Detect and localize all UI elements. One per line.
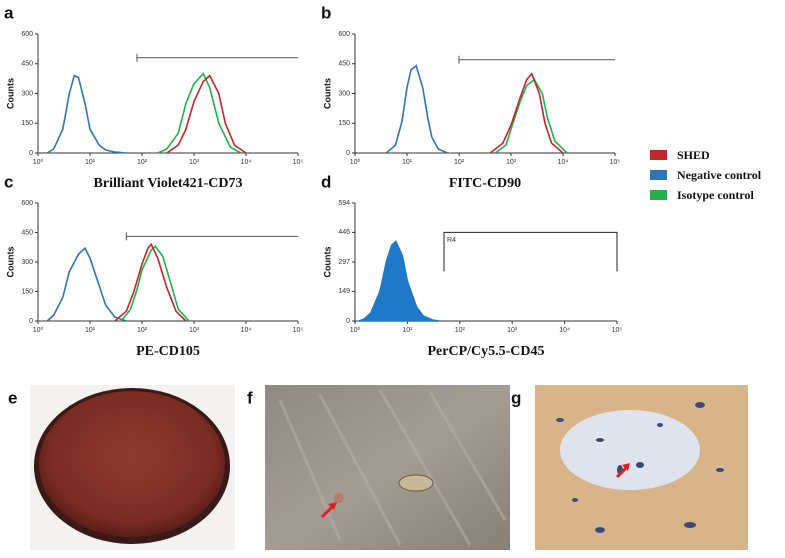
- x-tick-label: 10⁰: [33, 158, 44, 166]
- y-tick-label: 300: [21, 90, 33, 97]
- cell: [398, 474, 434, 492]
- x-axis-label: Brilliant Violet421-CD73: [94, 176, 243, 191]
- y-axis-label: Counts: [322, 78, 332, 109]
- gate: [136, 53, 298, 62]
- x-tick-label: 10⁴: [559, 327, 570, 334]
- histogram-line: [166, 74, 247, 154]
- gate: [125, 232, 298, 241]
- panel-letter: d: [321, 172, 331, 191]
- legend-entry: Isotype control: [677, 188, 754, 202]
- y-tick-label: 450: [21, 61, 33, 68]
- x-tick-label: 10¹: [402, 159, 413, 166]
- y-tick-label: 0: [29, 318, 33, 325]
- x-axis-label: FITC-CD90: [449, 176, 521, 191]
- gate: [458, 55, 615, 64]
- y-tick-label: 450: [21, 229, 33, 236]
- histogram-line: [120, 245, 190, 322]
- y-tick-label: 0: [29, 150, 33, 157]
- x-tick-label: 10⁴: [241, 159, 252, 166]
- x-tick-label: 10¹: [85, 159, 96, 166]
- x-tick-label: 10²: [455, 327, 466, 334]
- panel-letter: e: [8, 388, 17, 407]
- x-tick-label: 10³: [507, 327, 518, 334]
- cell-streaks: [278, 389, 507, 546]
- histogram-line: [157, 72, 242, 154]
- y-tick-label: 150: [21, 288, 33, 295]
- x-tick-label: 10⁰: [33, 326, 44, 334]
- stained-cell: [334, 493, 344, 503]
- y-axis-label: Counts: [5, 247, 15, 278]
- x-axis-label: PerCP/Cy5.5-CD45: [427, 344, 544, 359]
- x-tick-label: 10¹: [85, 327, 96, 334]
- x-tick-label: 10⁵: [293, 327, 304, 334]
- x-tick-label: 10⁰: [350, 158, 361, 166]
- y-tick-label: 150: [21, 120, 33, 127]
- legend-swatch: [650, 170, 667, 180]
- gate: [443, 231, 618, 272]
- histogram-line: [46, 246, 127, 322]
- dish: [39, 391, 225, 537]
- legend-entry: Negative control: [677, 168, 762, 182]
- histogram-line: [385, 64, 448, 154]
- x-tick-label: 10⁰: [350, 326, 361, 334]
- y-tick-label: 300: [21, 259, 33, 266]
- y-tick-label: 297: [338, 259, 350, 266]
- x-tick-label: 10²: [137, 327, 148, 334]
- y-tick-label: 600: [21, 31, 33, 38]
- arrow: [615, 465, 629, 479]
- panel-letter: c: [4, 172, 13, 191]
- arrow-head: [328, 502, 337, 510]
- y-tick-label: 450: [338, 61, 350, 68]
- legend-swatch: [650, 190, 667, 200]
- y-tick-label: 600: [338, 31, 350, 38]
- histogram-line: [494, 78, 568, 154]
- histogram-line: [489, 72, 564, 154]
- y-tick-label: 149: [338, 288, 350, 295]
- x-tick-label: 10¹: [402, 327, 413, 334]
- y-tick-label: 446: [338, 229, 350, 236]
- panel-letter: a: [4, 3, 14, 22]
- y-tick-label: 0: [346, 318, 350, 325]
- x-axis-label: PE-CD105: [136, 344, 200, 359]
- y-tick-label: 300: [338, 90, 350, 97]
- x-tick-label: 10⁴: [241, 327, 252, 334]
- x-tick-label: 10²: [454, 159, 465, 166]
- nuclei: [556, 402, 724, 533]
- x-tick-label: 10³: [189, 327, 200, 334]
- x-tick-label: 10⁵: [612, 327, 623, 334]
- y-tick-label: 600: [21, 200, 33, 207]
- legend-entry: SHED: [677, 148, 710, 162]
- x-tick-label: 10²: [137, 159, 148, 166]
- y-tick-label: 0: [346, 150, 350, 157]
- panel-letter: g: [511, 388, 521, 407]
- x-tick-label: 10⁴: [558, 159, 569, 166]
- y-tick-label: 150: [338, 120, 350, 127]
- panel-letter: f: [247, 388, 253, 407]
- panel-letter: b: [321, 3, 331, 22]
- legend-swatch: [650, 150, 667, 160]
- x-tick-label: 10³: [189, 159, 200, 166]
- gate-label: R4: [447, 237, 456, 244]
- histogram-line: [358, 240, 440, 322]
- arrow-head: [622, 463, 630, 471]
- y-axis-label: Counts: [5, 78, 15, 109]
- x-tick-label: 10³: [506, 159, 517, 166]
- x-tick-label: 10⁵: [610, 159, 621, 166]
- tissue-cavity: [560, 410, 700, 490]
- y-tick-label: 594: [338, 200, 350, 207]
- y-axis-label: Counts: [322, 247, 332, 278]
- histogram-line: [114, 242, 187, 322]
- x-tick-label: 10⁵: [293, 159, 304, 166]
- histogram-line: [46, 74, 127, 154]
